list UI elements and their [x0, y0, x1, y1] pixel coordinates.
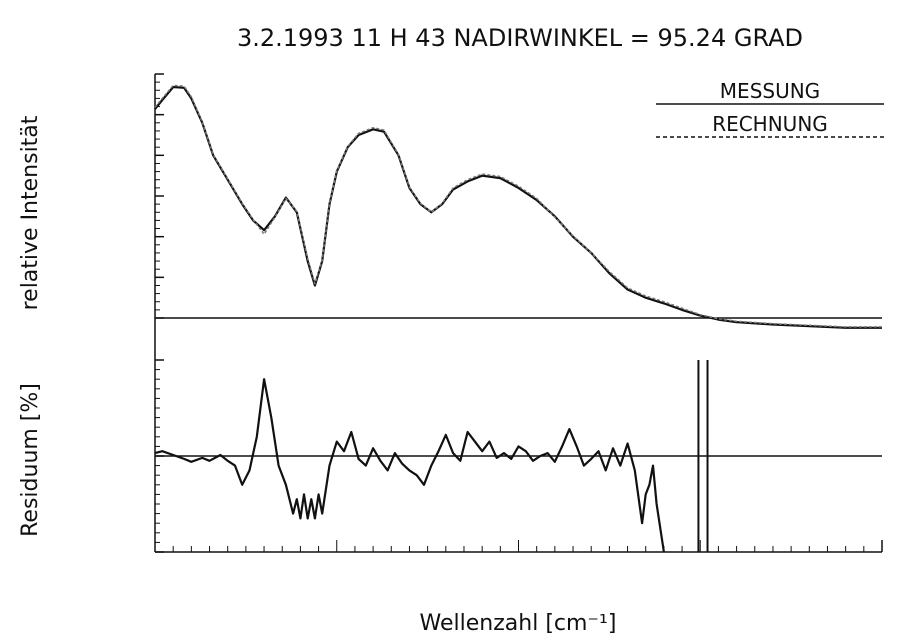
residual-line — [154, 378, 665, 553]
x-axis-label: Wellenzahl [cm⁻¹] — [420, 611, 617, 636]
legend-label-rechnung: RECHNUNG — [712, 112, 828, 136]
chart-title: 3.2.1993 11 H 43 NADIRWINKEL = 95.24 GRA… — [237, 24, 803, 52]
legend-label-messung: MESSUNG — [720, 79, 820, 103]
legend: MESSUNG RECHNUNG — [656, 79, 884, 138]
top-plot — [154, 73, 882, 338]
bottom-y-axis-label: Residuum [%] — [18, 383, 43, 537]
series-rechnung-line — [154, 84, 882, 328]
bottom-plot — [154, 338, 883, 553]
top-y-axis-label: relative Intensität — [18, 115, 43, 310]
